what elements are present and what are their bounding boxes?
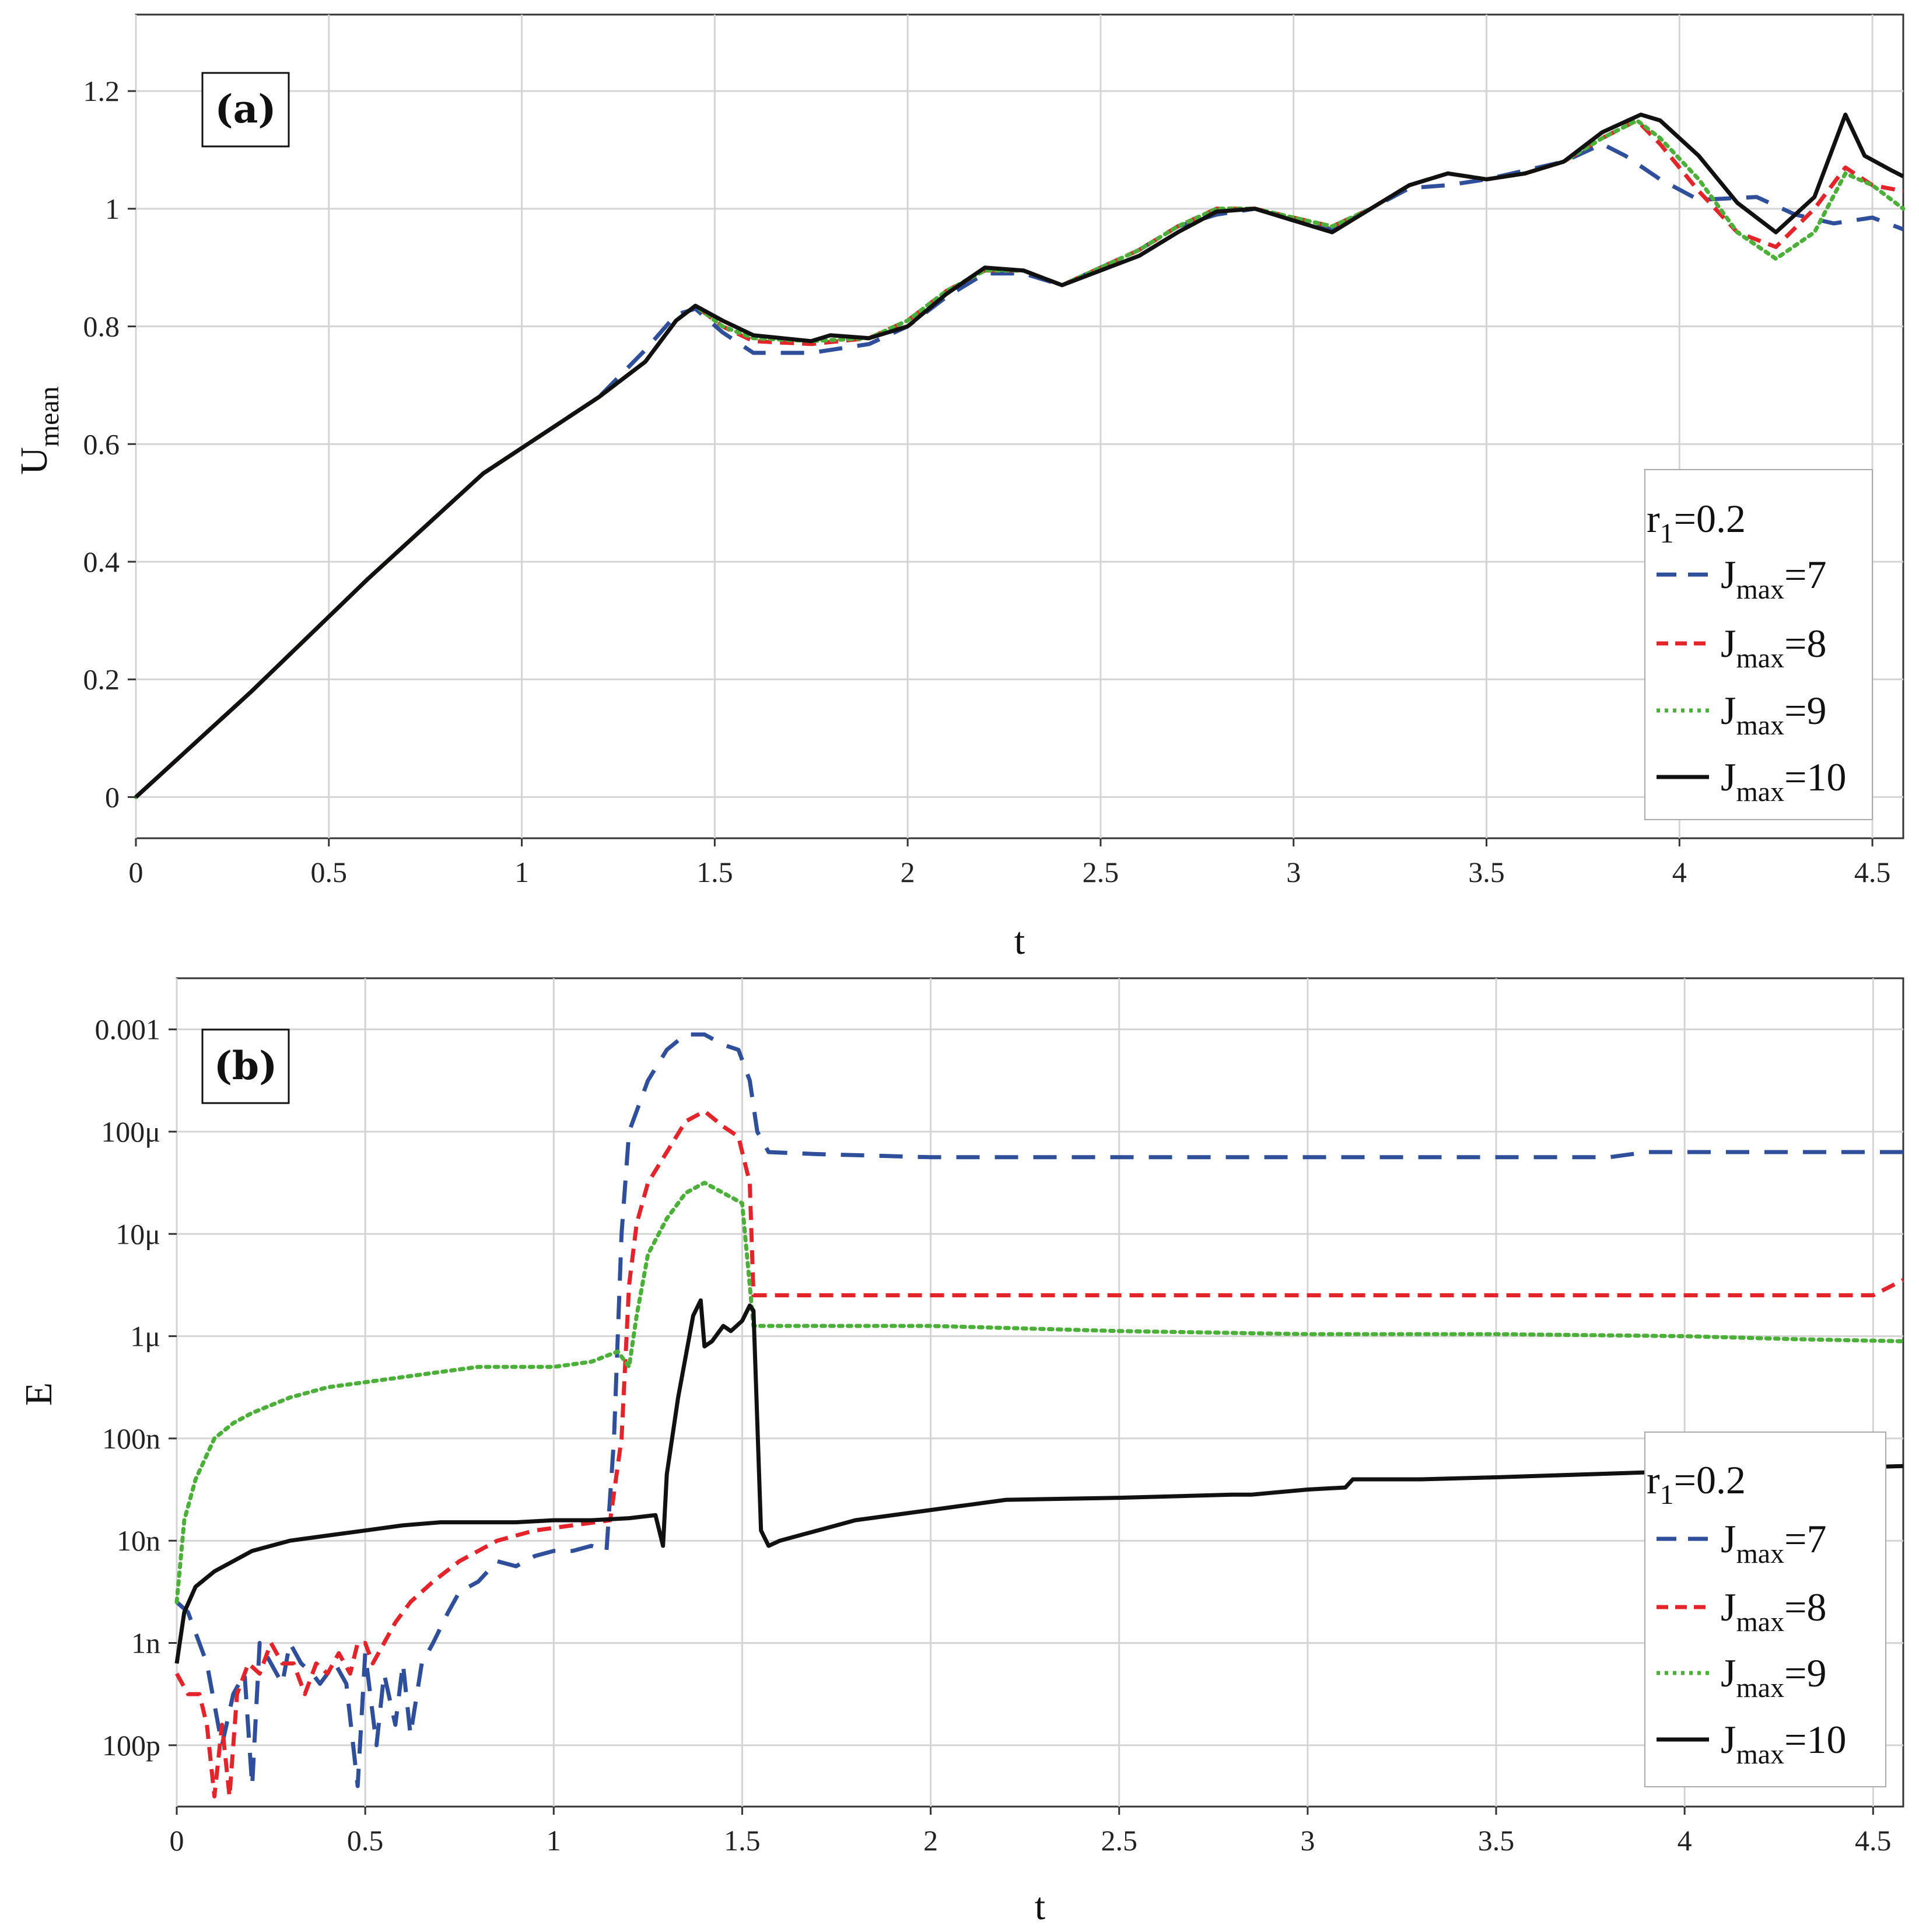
legend-a: r1=0.2 Jmax=7 Jmax=8 Jmax=9 Jmax=10 — [1644, 469, 1873, 820]
y-tick-label: 0.8 — [83, 310, 120, 343]
legend-entry-jmax7-a: Jmax=7 — [1721, 552, 1826, 605]
x-tick-label: 2.5 — [1101, 1824, 1137, 1857]
y-tick-label: 1 — [105, 192, 120, 225]
series-line-jmax-10 — [174, 1298, 1904, 1664]
y-tick-label: 10μ — [115, 1217, 160, 1250]
y-tick-label: 0.001 — [95, 1013, 161, 1046]
series-line-jmax-9 — [174, 1181, 1906, 1604]
legend-title-a: r1=0.2 — [1647, 496, 1746, 549]
y-tick-label: 1μ — [130, 1320, 160, 1353]
series-line-jmax-8 — [174, 1109, 1904, 1798]
legend-entry-jmax9-b: Jmax=9 — [1721, 1651, 1826, 1703]
legend-entry-jmax10-a: Jmax=10 — [1721, 755, 1846, 807]
legend-entry-jmax9-a: Jmax=9 — [1721, 688, 1826, 741]
y-tick-label: 100μ — [101, 1115, 160, 1148]
x-tick-label: 2 — [901, 856, 915, 888]
x-tick-label: 0.5 — [347, 1824, 384, 1857]
x-tick-label: 0 — [170, 1824, 184, 1857]
plot-frame-b — [176, 977, 1904, 1808]
x-tick-label: 0 — [129, 856, 143, 888]
x-tick-label: 3.5 — [1478, 1824, 1515, 1857]
y-tick-label: 100n — [102, 1422, 160, 1455]
plot-frame-a — [135, 13, 1904, 839]
series-line-jmax-7 — [175, 1032, 1903, 1788]
x-tick-label: 4.5 — [1855, 1824, 1892, 1857]
panel-label-a: (a) — [215, 86, 276, 132]
series-line-jmax-10 — [134, 113, 1904, 799]
legend-entry-jmax8-b: Jmax=8 — [1721, 1585, 1826, 1637]
x-tick-label: 1.5 — [724, 1824, 761, 1857]
panel-label-box-b — [201, 1028, 290, 1104]
x-tick-label: 3.5 — [1468, 856, 1505, 888]
x-tick-label: 2 — [923, 1824, 938, 1857]
x-tick-label: 0.5 — [311, 856, 348, 888]
panel-label-b: (b) — [214, 1043, 278, 1088]
x-tick-label: 4 — [1678, 1824, 1692, 1857]
legend-b: r1=0.2 Jmax=7 Jmax=8 Jmax=9 Jmax=10 — [1644, 1432, 1886, 1787]
x-tick-label: 1.5 — [696, 856, 733, 888]
panel-label-box-a — [201, 72, 290, 148]
panel-b: 0 0.5 1 1.5 2 2.5 3 3.5 4 4.5 100p 1n 10n 100n 1μ 10μ 10… — [17, 977, 1906, 1928]
panel-a: 0 0.5 1 1.5 2 2.5 3 3.5 4 4.500.20.40.60.811.2 t … — [13, 13, 1906, 963]
y-tick-label: 1.2 — [83, 75, 120, 107]
y-tick-label: 0.2 — [83, 663, 120, 696]
legend-entry-jmax10-b: Jmax=10 — [1721, 1717, 1846, 1770]
y-tick-label: 0.6 — [83, 428, 120, 460]
y-axis-label-b: E — [17, 1382, 60, 1406]
x-tick-label: 3 — [1286, 856, 1301, 888]
y-tick-label: 1n — [131, 1627, 160, 1660]
x-tick-label: 4 — [1672, 856, 1687, 888]
y-tick-label: 0 — [105, 780, 120, 813]
x-tick-label: 2.5 — [1083, 856, 1119, 888]
y-tick-label: 10n — [117, 1524, 160, 1557]
x-tick-label: 1 — [514, 856, 529, 888]
x-tick-label: 3 — [1300, 1824, 1315, 1857]
x-tick-label: 4.5 — [1854, 856, 1891, 888]
y-axis-label-a: Umean — [13, 386, 65, 475]
x-axis-label-b: t — [1035, 1885, 1045, 1928]
x-tick-label: 1 — [547, 1824, 561, 1857]
y-tick-label: 0.4 — [83, 545, 120, 578]
x-axis-label-a: t — [1014, 920, 1025, 963]
legend-entry-jmax7-b: Jmax=7 — [1721, 1517, 1826, 1569]
y-tick-label: 100p — [102, 1729, 160, 1762]
legend-box-b — [1644, 1432, 1886, 1787]
legend-title-b: r1=0.2 — [1647, 1458, 1746, 1510]
legend-entry-jmax8-a: Jmax=8 — [1721, 621, 1826, 674]
